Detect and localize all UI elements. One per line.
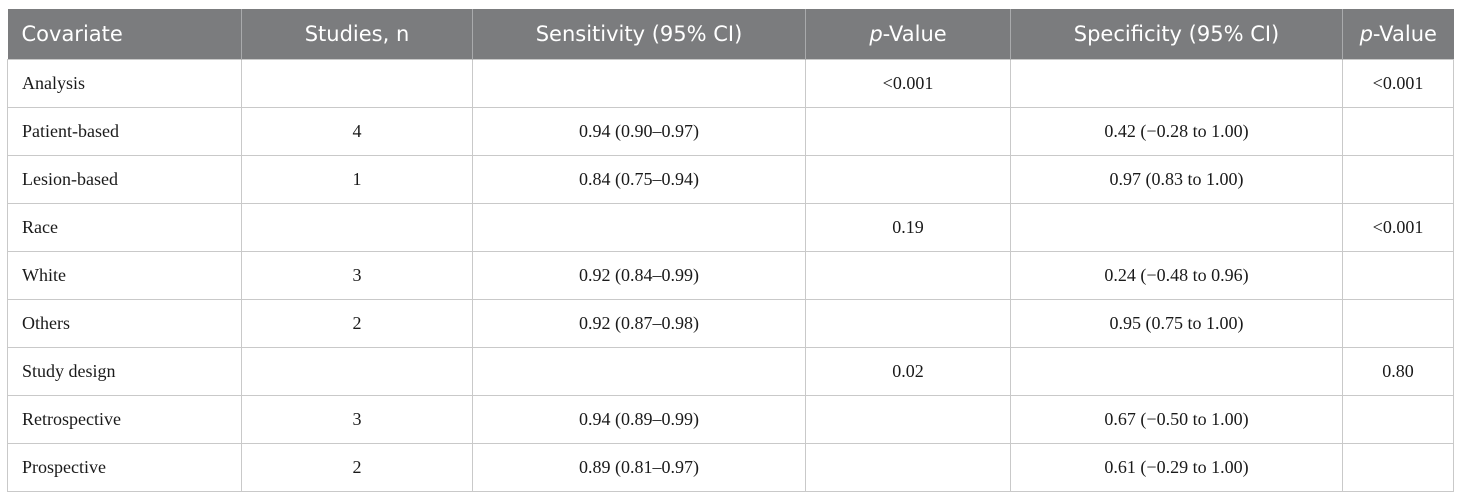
table-body: Analysis <0.001 <0.001 Patient-based 4 0… [7, 59, 1454, 492]
cell-specificity: 0.67 (−0.50 to 1.00) [1010, 395, 1343, 444]
cell-studies [241, 59, 473, 108]
cell-studies [241, 203, 473, 252]
header-row: Covariate Studies, n Sensitivity (95% CI… [7, 9, 1454, 60]
cell-p-specificity: 0.80 [1342, 347, 1454, 396]
cell-covariate: Study design [7, 347, 242, 396]
cell-p-specificity [1342, 251, 1454, 300]
table-row: Analysis <0.001 <0.001 [7, 59, 1454, 108]
cell-covariate: Analysis [7, 59, 242, 108]
cell-sensitivity: 0.84 (0.75–0.94) [472, 155, 806, 204]
cell-p-specificity [1342, 299, 1454, 348]
cell-p-sensitivity [805, 107, 1011, 156]
header-sensitivity: Sensitivity (95% CI) [472, 9, 806, 60]
table-row: Race 0.19 <0.001 [7, 203, 1454, 252]
table-row: Others 2 0.92 (0.87–0.98) 0.95 (0.75 to … [7, 299, 1454, 348]
header-p-value-sensitivity: p-Value [805, 9, 1011, 60]
cell-p-sensitivity [805, 443, 1011, 492]
cell-specificity: 0.97 (0.83 to 1.00) [1010, 155, 1343, 204]
cell-specificity [1010, 59, 1343, 108]
cell-covariate: White [7, 251, 242, 300]
cell-sensitivity [472, 347, 806, 396]
table-row: Lesion-based 1 0.84 (0.75–0.94) 0.97 (0.… [7, 155, 1454, 204]
cell-p-sensitivity [805, 299, 1011, 348]
cell-p-sensitivity: 0.02 [805, 347, 1011, 396]
cell-sensitivity: 0.89 (0.81–0.97) [472, 443, 806, 492]
cell-specificity: 0.42 (−0.28 to 1.00) [1010, 107, 1343, 156]
cell-studies: 4 [241, 107, 473, 156]
cell-covariate: Race [7, 203, 242, 252]
cell-p-specificity [1342, 395, 1454, 444]
cell-studies: 1 [241, 155, 473, 204]
cell-p-specificity: <0.001 [1342, 59, 1454, 108]
cell-sensitivity [472, 59, 806, 108]
cell-p-specificity [1342, 107, 1454, 156]
cell-p-sensitivity [805, 155, 1011, 204]
cell-p-specificity [1342, 155, 1454, 204]
table-row: Study design 0.02 0.80 [7, 347, 1454, 396]
cell-covariate: Retrospective [7, 395, 242, 444]
cell-sensitivity [472, 203, 806, 252]
header-p-italic: p [1359, 22, 1373, 46]
table-header: Covariate Studies, n Sensitivity (95% CI… [7, 9, 1454, 60]
header-covariate: Covariate [7, 9, 242, 60]
cell-p-specificity [1342, 443, 1454, 492]
cell-covariate: Others [7, 299, 242, 348]
cell-p-sensitivity: 0.19 [805, 203, 1011, 252]
cell-specificity [1010, 203, 1343, 252]
table-row: White 3 0.92 (0.84–0.99) 0.24 (−0.48 to … [7, 251, 1454, 300]
cell-studies: 3 [241, 395, 473, 444]
cell-sensitivity: 0.94 (0.90–0.97) [472, 107, 806, 156]
cell-specificity [1010, 347, 1343, 396]
header-p-suffix: -Value [882, 22, 947, 46]
header-specificity: Specificity (95% CI) [1010, 9, 1343, 60]
cell-p-specificity: <0.001 [1342, 203, 1454, 252]
header-p-italic: p [869, 22, 883, 46]
meta-regression-table: Covariate Studies, n Sensitivity (95% CI… [7, 9, 1454, 492]
cell-specificity: 0.24 (−0.48 to 0.96) [1010, 251, 1343, 300]
cell-sensitivity: 0.92 (0.84–0.99) [472, 251, 806, 300]
cell-covariate: Lesion-based [7, 155, 242, 204]
cell-studies: 2 [241, 299, 473, 348]
table-row: Prospective 2 0.89 (0.81–0.97) 0.61 (−0.… [7, 443, 1454, 492]
table-row: Retrospective 3 0.94 (0.89–0.99) 0.67 (−… [7, 395, 1454, 444]
cell-sensitivity: 0.92 (0.87–0.98) [472, 299, 806, 348]
cell-studies: 3 [241, 251, 473, 300]
cell-p-sensitivity: <0.001 [805, 59, 1011, 108]
cell-studies: 2 [241, 443, 473, 492]
cell-p-sensitivity [805, 251, 1011, 300]
header-p-value-specificity: p-Value [1342, 9, 1454, 60]
header-p-suffix: -Value [1372, 22, 1437, 46]
cell-covariate: Patient-based [7, 107, 242, 156]
cell-p-sensitivity [805, 395, 1011, 444]
header-studies: Studies, n [241, 9, 473, 60]
cell-covariate: Prospective [7, 443, 242, 492]
cell-specificity: 0.95 (0.75 to 1.00) [1010, 299, 1343, 348]
cell-sensitivity: 0.94 (0.89–0.99) [472, 395, 806, 444]
cell-studies [241, 347, 473, 396]
table-row: Patient-based 4 0.94 (0.90–0.97) 0.42 (−… [7, 107, 1454, 156]
cell-specificity: 0.61 (−0.29 to 1.00) [1010, 443, 1343, 492]
